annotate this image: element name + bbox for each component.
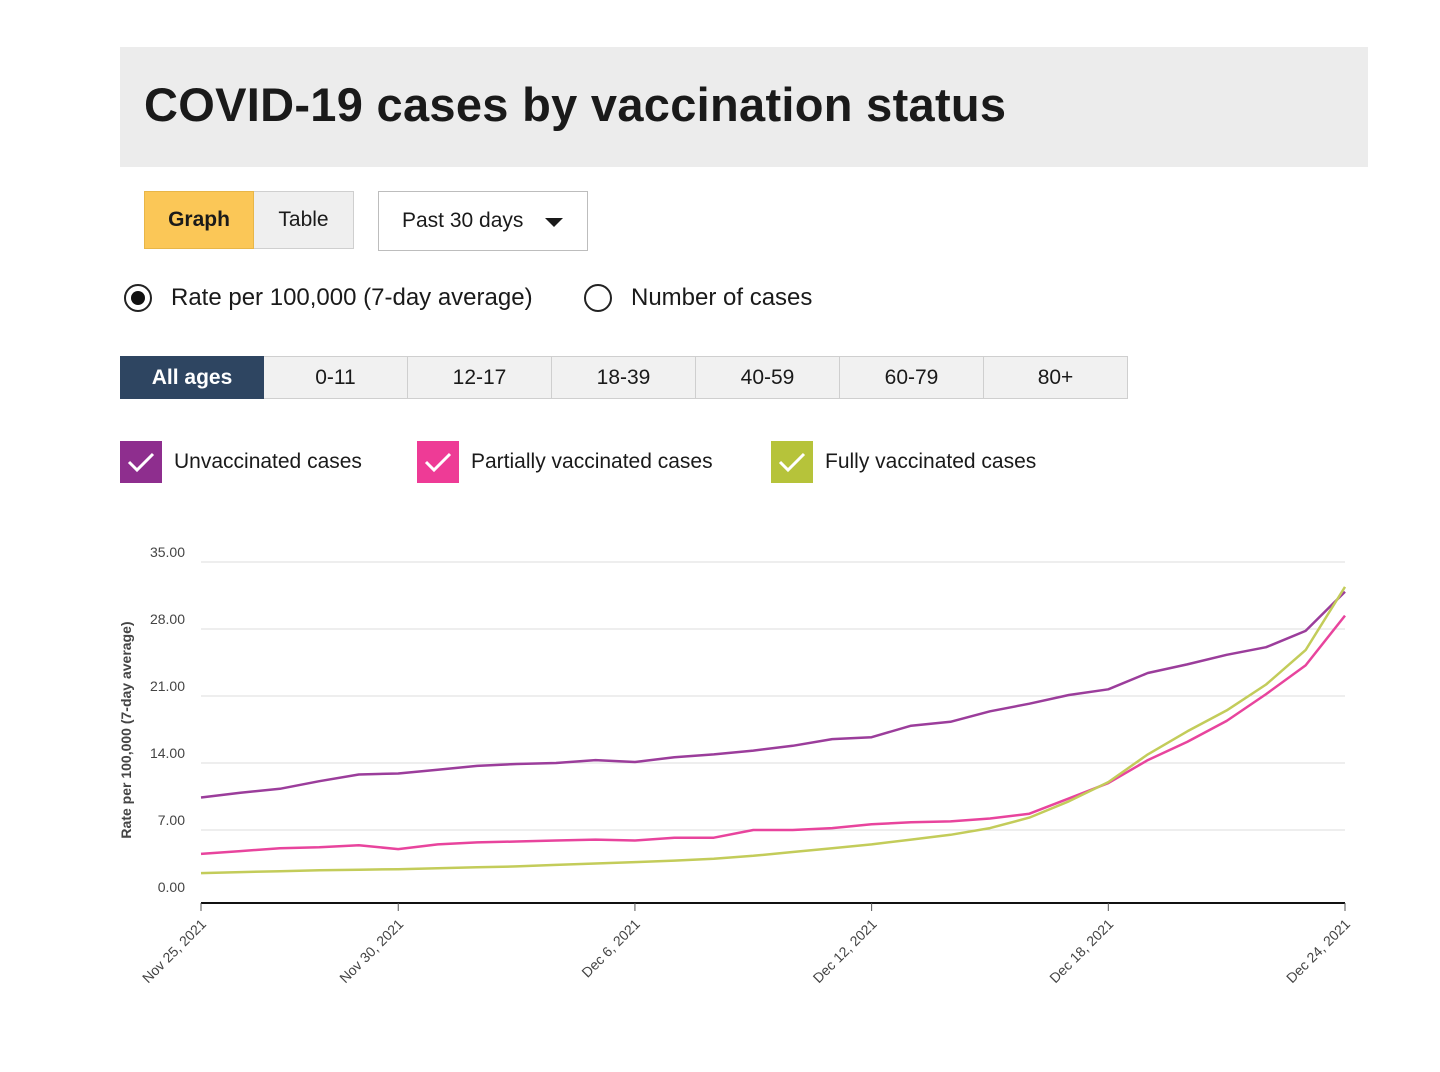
y-axis-label: Rate per 100,000 (7-day average) [118, 621, 134, 838]
legend-unvaccinated-label: Unvaccinated cases [174, 450, 362, 473]
x-tick-label: Dec 24, 2021 [1283, 916, 1353, 986]
tab-40-59[interactable]: 40-59 [696, 356, 840, 399]
view-toggle: Graph Table [144, 191, 354, 249]
tab-60-79[interactable]: 60-79 [840, 356, 984, 399]
radio-checked-icon[interactable] [124, 284, 152, 312]
rate-radio-label: Rate per 100,000 (7-day average) [171, 284, 533, 311]
legend-partially-vaccinated[interactable]: Partially vaccinated cases [417, 441, 713, 483]
period-select-value: Past 30 days [402, 209, 524, 232]
cases-line-chart: 0.00 7.00 14.00 21.00 28.00 35.00 Nov 25, 2021… [118, 545, 1353, 986]
title-bar: COVID-19 cases by vaccination status [120, 47, 1368, 167]
chevron-down-icon [545, 218, 563, 227]
x-tick-label: Dec 12, 2021 [810, 916, 880, 986]
series-layer [200, 586, 1347, 875]
legend-unvaccinated[interactable]: Unvaccinated cases [120, 441, 362, 483]
count-radio[interactable]: Number of cases [584, 284, 812, 312]
x-tick-label: Nov 25, 2021 [139, 916, 209, 986]
y-tick-label: 21.00 [150, 678, 185, 694]
y-tick-label: 0.00 [158, 879, 185, 895]
tab-12-17[interactable]: 12-17 [408, 356, 552, 399]
tab-18-39[interactable]: 18-39 [552, 356, 696, 399]
rate-radio[interactable]: Rate per 100,000 (7-day average) [124, 284, 533, 312]
checkbox-checked-icon[interactable] [417, 441, 459, 483]
period-select[interactable]: Past 30 days [378, 191, 588, 251]
table-button[interactable]: Table [254, 191, 354, 249]
page-title: COVID-19 cases by vaccination status [144, 78, 1007, 131]
y-tick-label: 7.00 [158, 812, 185, 828]
y-tick-label: 14.00 [150, 745, 185, 761]
series-line-fully-vaccinated-cases [200, 586, 1347, 875]
x-tick-label: Nov 30, 2021 [336, 916, 406, 986]
checkbox-checked-icon[interactable] [120, 441, 162, 483]
radio-unchecked-icon[interactable] [584, 284, 612, 312]
legend-partially-vaccinated-label: Partially vaccinated cases [471, 450, 713, 473]
tab-80-plus[interactable]: 80+ [984, 356, 1128, 399]
y-tick-label: 35.00 [150, 545, 185, 560]
axis-layer: 0.00 7.00 14.00 21.00 28.00 35.00 Nov 25, 2021… [139, 545, 1353, 986]
x-tick-label: Dec 18, 2021 [1046, 916, 1116, 986]
x-tick-label: Dec 6, 2021 [578, 916, 643, 981]
legend-fully-vaccinated[interactable]: Fully vaccinated cases [771, 441, 1036, 483]
tab-0-11[interactable]: 0-11 [264, 356, 408, 399]
legend-fully-vaccinated-label: Fully vaccinated cases [825, 450, 1037, 473]
series-line-partially-vaccinated-cases [200, 614, 1346, 856]
series-line-unvaccinated-cases [200, 590, 1346, 799]
checkbox-checked-icon[interactable] [771, 441, 813, 483]
age-tabs: All ages 0-11 12-17 18-39 40-59 60-79 80… [120, 356, 1128, 399]
grid-layer [201, 561, 1345, 831]
count-radio-label: Number of cases [631, 284, 813, 311]
graph-button[interactable]: Graph [144, 191, 254, 249]
y-tick-label: 28.00 [150, 611, 185, 627]
tab-all-ages[interactable]: All ages [120, 356, 264, 399]
